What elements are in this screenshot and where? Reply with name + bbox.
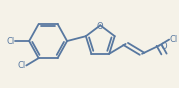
Text: O: O <box>161 42 167 51</box>
Text: Cl: Cl <box>18 61 26 70</box>
Text: Cl: Cl <box>6 37 14 46</box>
Text: Cl: Cl <box>170 35 178 44</box>
Text: O: O <box>97 22 104 31</box>
